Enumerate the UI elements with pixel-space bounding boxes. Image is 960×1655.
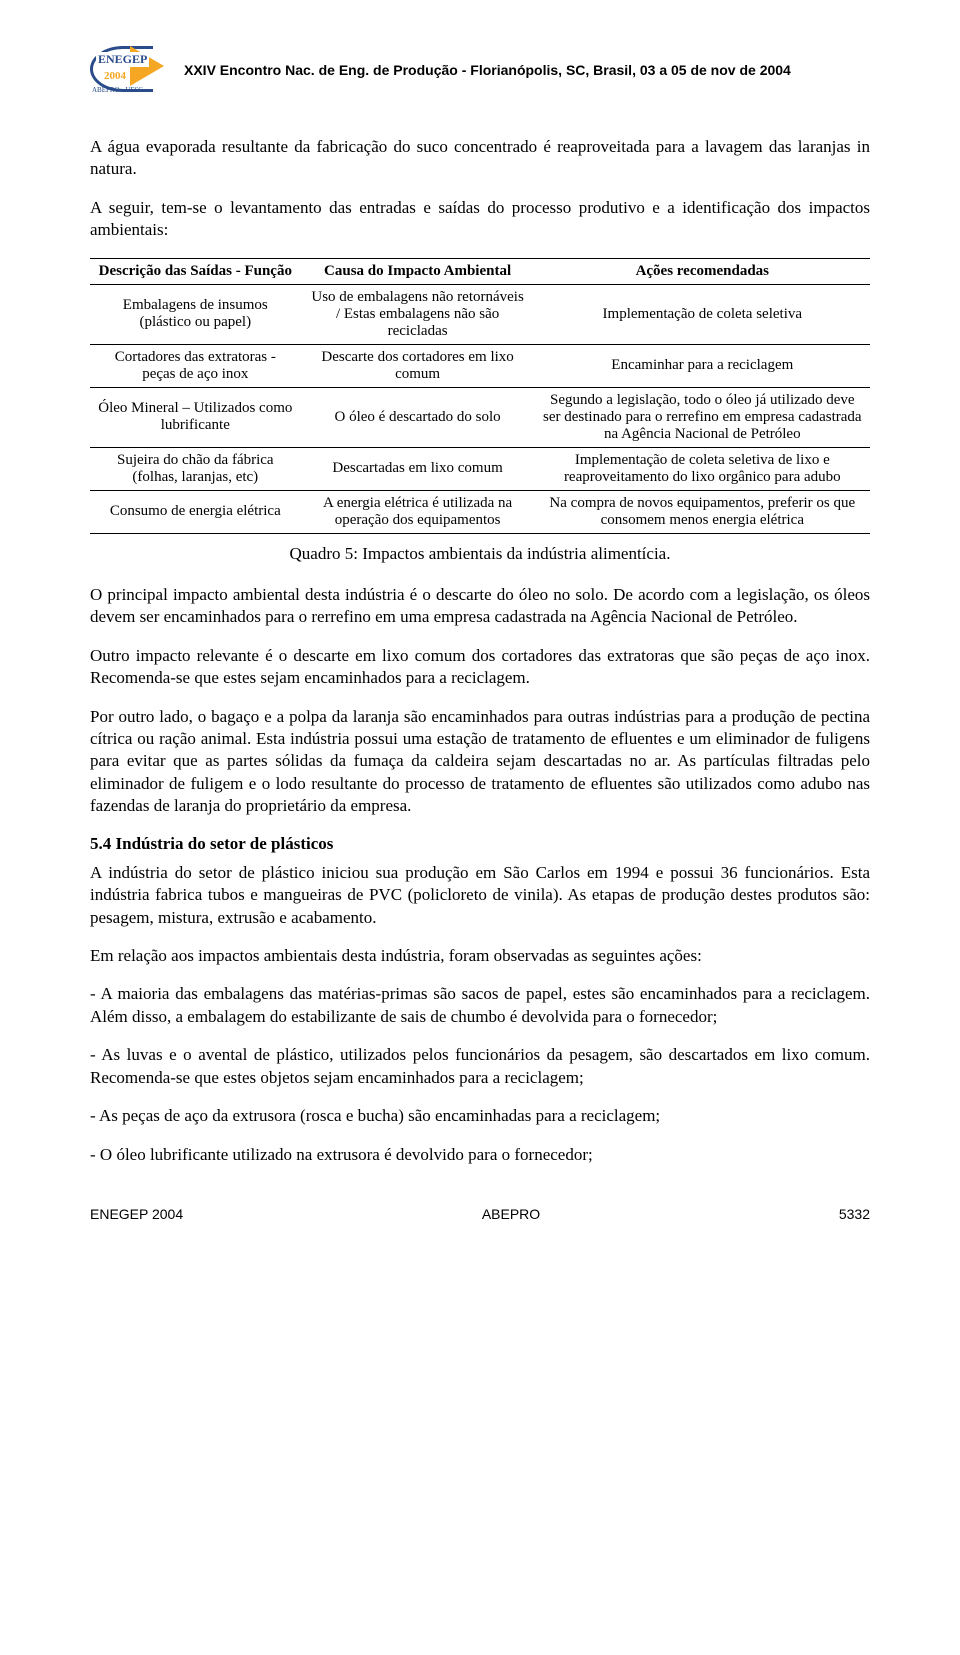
logo-text: ENEGEP <box>96 52 149 67</box>
bullet-4: - O óleo lubrificante utilizado na extru… <box>90 1144 870 1166</box>
paragraph-plastics-1: A indústria do setor de plástico iniciou… <box>90 862 870 929</box>
cell-causa: O óleo é descartado do solo <box>301 387 535 447</box>
cell-acoes: Encaminhar para a reciclagem <box>535 344 870 387</box>
col-header-causa: Causa do Impacto Ambiental <box>301 258 535 284</box>
cell-acoes: Na compra de novos equipamentos, preferi… <box>535 490 870 533</box>
cell-descricao: Consumo de energia elétrica <box>90 490 301 533</box>
table-row: Consumo de energia elétrica A energia el… <box>90 490 870 533</box>
footer-right: 5332 <box>839 1206 870 1222</box>
paragraph-analysis-3: Por outro lado, o bagaço e a polpa da la… <box>90 706 870 818</box>
cell-acoes: Implementação de coleta seletiva <box>535 284 870 344</box>
paragraph-analysis-2: Outro impacto relevante é o descarte em … <box>90 645 870 690</box>
paragraph-intro-2: A seguir, tem-se o levantamento das entr… <box>90 197 870 242</box>
paragraph-analysis-1: O principal impacto ambiental desta indú… <box>90 584 870 629</box>
section-title-5-4: 5.4 Indústria do setor de plásticos <box>90 834 870 854</box>
bullet-1: - A maioria das embalagens das matérias-… <box>90 983 870 1028</box>
logo-year: 2004 <box>104 70 126 82</box>
cell-causa: Descarte dos cortadores em lixo comum <box>301 344 535 387</box>
table-row: Cortadores das extratoras - peças de aço… <box>90 344 870 387</box>
conference-title: XXIV Encontro Nac. de Eng. de Produção -… <box>184 62 791 78</box>
footer-left: ENEGEP 2004 <box>90 1206 183 1222</box>
page-footer: ENEGEP 2004 ABEPRO 5332 <box>90 1206 870 1222</box>
paragraph-intro-1: A água evaporada resultante da fabricaçã… <box>90 136 870 181</box>
cell-acoes: Implementação de coleta seletiva de lixo… <box>535 447 870 490</box>
table-row: Óleo Mineral – Utilizados como lubrifica… <box>90 387 870 447</box>
cell-causa: A energia elétrica é utilizada na operaç… <box>301 490 535 533</box>
page-header: ENEGEP 2004 ABEPRO · UFSC XXIV Encontro … <box>90 40 870 100</box>
footer-center: ABEPRO <box>482 1206 540 1222</box>
col-header-acoes: Ações recomendadas <box>535 258 870 284</box>
table-header-row: Descrição das Saídas - Função Causa do I… <box>90 258 870 284</box>
table-row: Embalagens de insumos (plástico ou papel… <box>90 284 870 344</box>
col-header-descricao: Descrição das Saídas - Função <box>90 258 301 284</box>
page: ENEGEP 2004 ABEPRO · UFSC XXIV Encontro … <box>0 0 960 1272</box>
impacts-table: Descrição das Saídas - Função Causa do I… <box>90 258 870 534</box>
cell-descricao: Sujeira do chão da fábrica (folhas, lara… <box>90 447 301 490</box>
cell-acoes: Segundo a legislação, todo o óleo já uti… <box>535 387 870 447</box>
paragraph-plastics-2: Em relação aos impactos ambientais desta… <box>90 945 870 967</box>
cell-causa: Descartadas em lixo comum <box>301 447 535 490</box>
cell-descricao: Cortadores das extratoras - peças de aço… <box>90 344 301 387</box>
table-caption: Quadro 5: Impactos ambientais da indústr… <box>90 544 870 564</box>
enegep-logo: ENEGEP 2004 ABEPRO · UFSC <box>90 40 168 100</box>
bullet-2: - As luvas e o avental de plástico, util… <box>90 1044 870 1089</box>
table-row: Sujeira do chão da fábrica (folhas, lara… <box>90 447 870 490</box>
cell-descricao: Embalagens de insumos (plástico ou papel… <box>90 284 301 344</box>
logo-subtitle: ABEPRO · UFSC <box>92 86 143 94</box>
cell-descricao: Óleo Mineral – Utilizados como lubrifica… <box>90 387 301 447</box>
impacts-table-wrap: Descrição das Saídas - Função Causa do I… <box>90 258 870 534</box>
bullet-3: - As peças de aço da extrusora (rosca e … <box>90 1105 870 1127</box>
cell-causa: Uso de embalagens não retornáveis / Esta… <box>301 284 535 344</box>
